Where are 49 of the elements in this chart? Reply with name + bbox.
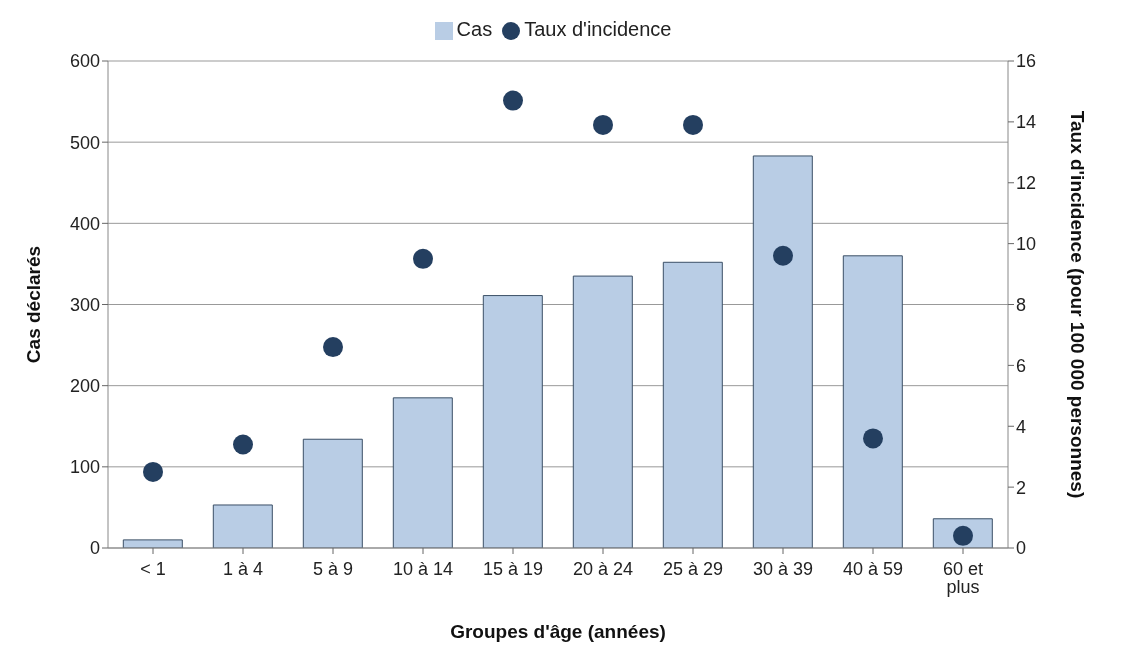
y2-tick-label: 6: [1016, 355, 1027, 376]
x-tick-label: 1 à 4: [222, 558, 264, 579]
x-tick-label: 20 à 24: [572, 558, 634, 579]
y2-tick-label: 8: [1016, 294, 1027, 315]
y2-tick-label: 2: [1016, 477, 1027, 498]
point: [413, 248, 433, 269]
y2-axis-title: Taux d'incidence (pour 100 000 personnes): [1067, 110, 1089, 499]
x-tick-label: 25 à 29: [662, 558, 724, 579]
y2-tick-label: 16: [1016, 51, 1037, 72]
y2-tick-label: 12: [1016, 173, 1037, 194]
bar: [752, 155, 813, 548]
bar: [572, 275, 633, 548]
y-tick-label: 300: [69, 294, 100, 315]
x-tick-label: 60 et plus: [942, 558, 984, 597]
legend-label: Taux d'incidence: [524, 18, 672, 40]
y-tick-label: 400: [69, 213, 100, 234]
y-tick-label: 500: [69, 132, 100, 153]
point: [143, 461, 163, 482]
y-axis-title: Cas déclarés: [22, 245, 44, 364]
point: [233, 434, 253, 455]
x-tick-label: 15 à 19: [482, 558, 544, 579]
y2-tick-label: 14: [1016, 112, 1037, 133]
bar: [302, 438, 363, 548]
y-tick-label: 200: [69, 376, 100, 397]
y2-tick-label: 10: [1016, 234, 1037, 255]
bar: [842, 255, 903, 548]
bar: [392, 397, 453, 548]
y-tick-label: 100: [69, 457, 100, 478]
point: [593, 114, 613, 135]
legend-label: Cas: [456, 18, 493, 40]
x-tick-label: 30 à 39: [752, 558, 814, 579]
y2-tick-label: 4: [1016, 416, 1027, 437]
point: [683, 114, 703, 135]
point: [773, 245, 793, 266]
x-tick-label: 5 à 9: [312, 558, 354, 579]
point: [323, 337, 343, 358]
x-axis-title: Groupes d'âge (années): [450, 621, 666, 642]
bar: [212, 504, 273, 548]
y2-tick-label: 0: [1016, 538, 1027, 559]
bar: [482, 295, 543, 548]
point: [503, 90, 523, 111]
x-tick-label: < 1: [140, 558, 166, 579]
x-tick-label: 10 à 14: [392, 558, 454, 579]
y-tick-label: 0: [89, 538, 100, 559]
point: [863, 428, 883, 449]
y-tick-label: 600: [69, 51, 100, 72]
bar: [122, 539, 183, 548]
x-tick-label: 40 à 59: [842, 558, 904, 579]
bar: [662, 261, 723, 548]
